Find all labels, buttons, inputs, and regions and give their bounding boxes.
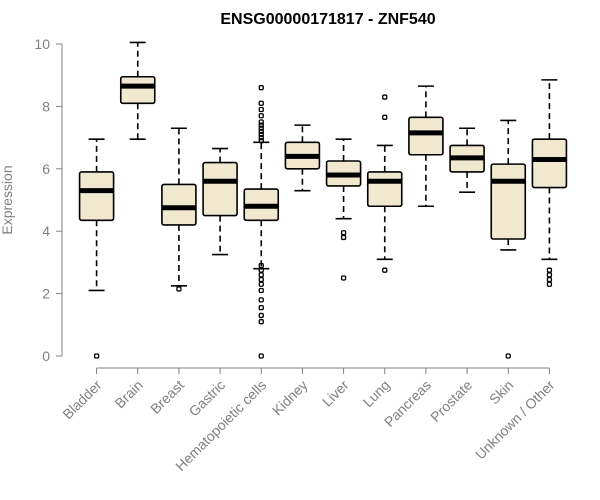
outlier-point <box>93 353 100 359</box>
outlier-point <box>546 267 553 273</box>
outlier-point <box>382 267 388 273</box>
outlier-point <box>258 353 264 359</box>
outlier-point <box>258 262 264 269</box>
outlier-point <box>382 114 388 120</box>
box-iqr <box>202 161 238 217</box>
outlier-point <box>546 276 553 283</box>
outlier-point <box>258 131 264 138</box>
outlier-point <box>340 275 347 281</box>
box-kidney <box>284 124 321 192</box>
box-hematopoietic-cells <box>243 85 280 359</box>
outlier-point <box>258 312 264 319</box>
chart-title: ENSG00000171817 - ZNF540 <box>220 11 435 28</box>
x-tick-label: Liver <box>319 377 352 410</box>
outlier-point <box>546 272 553 278</box>
outlier-point <box>505 353 511 359</box>
box-breast <box>161 127 197 292</box>
y-axis: 0 2 4 6 8 10 <box>34 36 63 364</box>
outlier-point <box>258 272 264 278</box>
outlier-point <box>340 230 347 236</box>
x-tick-label: Bladder <box>59 377 105 423</box>
box-skin <box>490 119 527 359</box>
box-pancreas <box>408 85 444 208</box>
outlier-point <box>258 304 264 311</box>
outlier-point <box>258 297 264 303</box>
x-tick-label: Skin <box>486 377 517 408</box>
outlier-point <box>258 125 264 131</box>
box-iqr <box>161 183 197 226</box>
outlier-point <box>258 128 264 135</box>
box-prostate <box>449 127 485 193</box>
outlier-point <box>258 100 264 106</box>
outlier-point <box>258 134 264 141</box>
outlier-point <box>258 276 264 283</box>
box-unknown-other <box>531 79 568 287</box>
x-tick-label: Brain <box>111 377 145 411</box>
outlier-point <box>258 319 264 325</box>
outlier-point <box>258 138 264 144</box>
boxes-group <box>78 41 568 359</box>
outlier-point <box>258 106 264 113</box>
y-tick-label: 2 <box>42 286 50 302</box>
outlier-point <box>176 286 182 292</box>
box-liver <box>325 138 362 281</box>
box-iqr <box>531 138 568 189</box>
x-tick-label: Lung <box>360 377 393 410</box>
x-tick-label: Kidney <box>269 377 311 419</box>
outlier-point <box>546 281 553 287</box>
box-iqr <box>78 171 115 222</box>
x-tick-label: Prostate <box>427 377 475 425</box>
y-tick-label: 0 <box>42 348 50 364</box>
outlier-point <box>258 119 264 125</box>
box-lung <box>366 94 403 273</box>
outlier-point <box>258 267 264 273</box>
box-iqr <box>366 171 403 208</box>
y-tick-label: 4 <box>42 223 50 239</box>
box-iqr <box>119 75 156 105</box>
y-tick-label: 10 <box>34 36 50 52</box>
outlier-point <box>258 113 264 119</box>
box-iqr <box>408 116 444 156</box>
y-tick-label: 8 <box>42 98 50 114</box>
box-iqr <box>490 163 527 240</box>
y-tick-label: 6 <box>42 161 50 177</box>
x-tick-label: Breast <box>147 377 187 417</box>
outlier-point <box>258 281 264 287</box>
outlier-point <box>382 94 388 100</box>
box-brain <box>119 41 156 140</box>
outlier-point <box>258 122 264 128</box>
y-axis-label: Expression <box>0 165 15 234</box>
box-bladder <box>78 138 115 359</box>
outlier-point <box>340 234 347 241</box>
outlier-point <box>258 85 264 91</box>
box-gastric <box>202 147 238 256</box>
outlier-point <box>258 287 264 294</box>
